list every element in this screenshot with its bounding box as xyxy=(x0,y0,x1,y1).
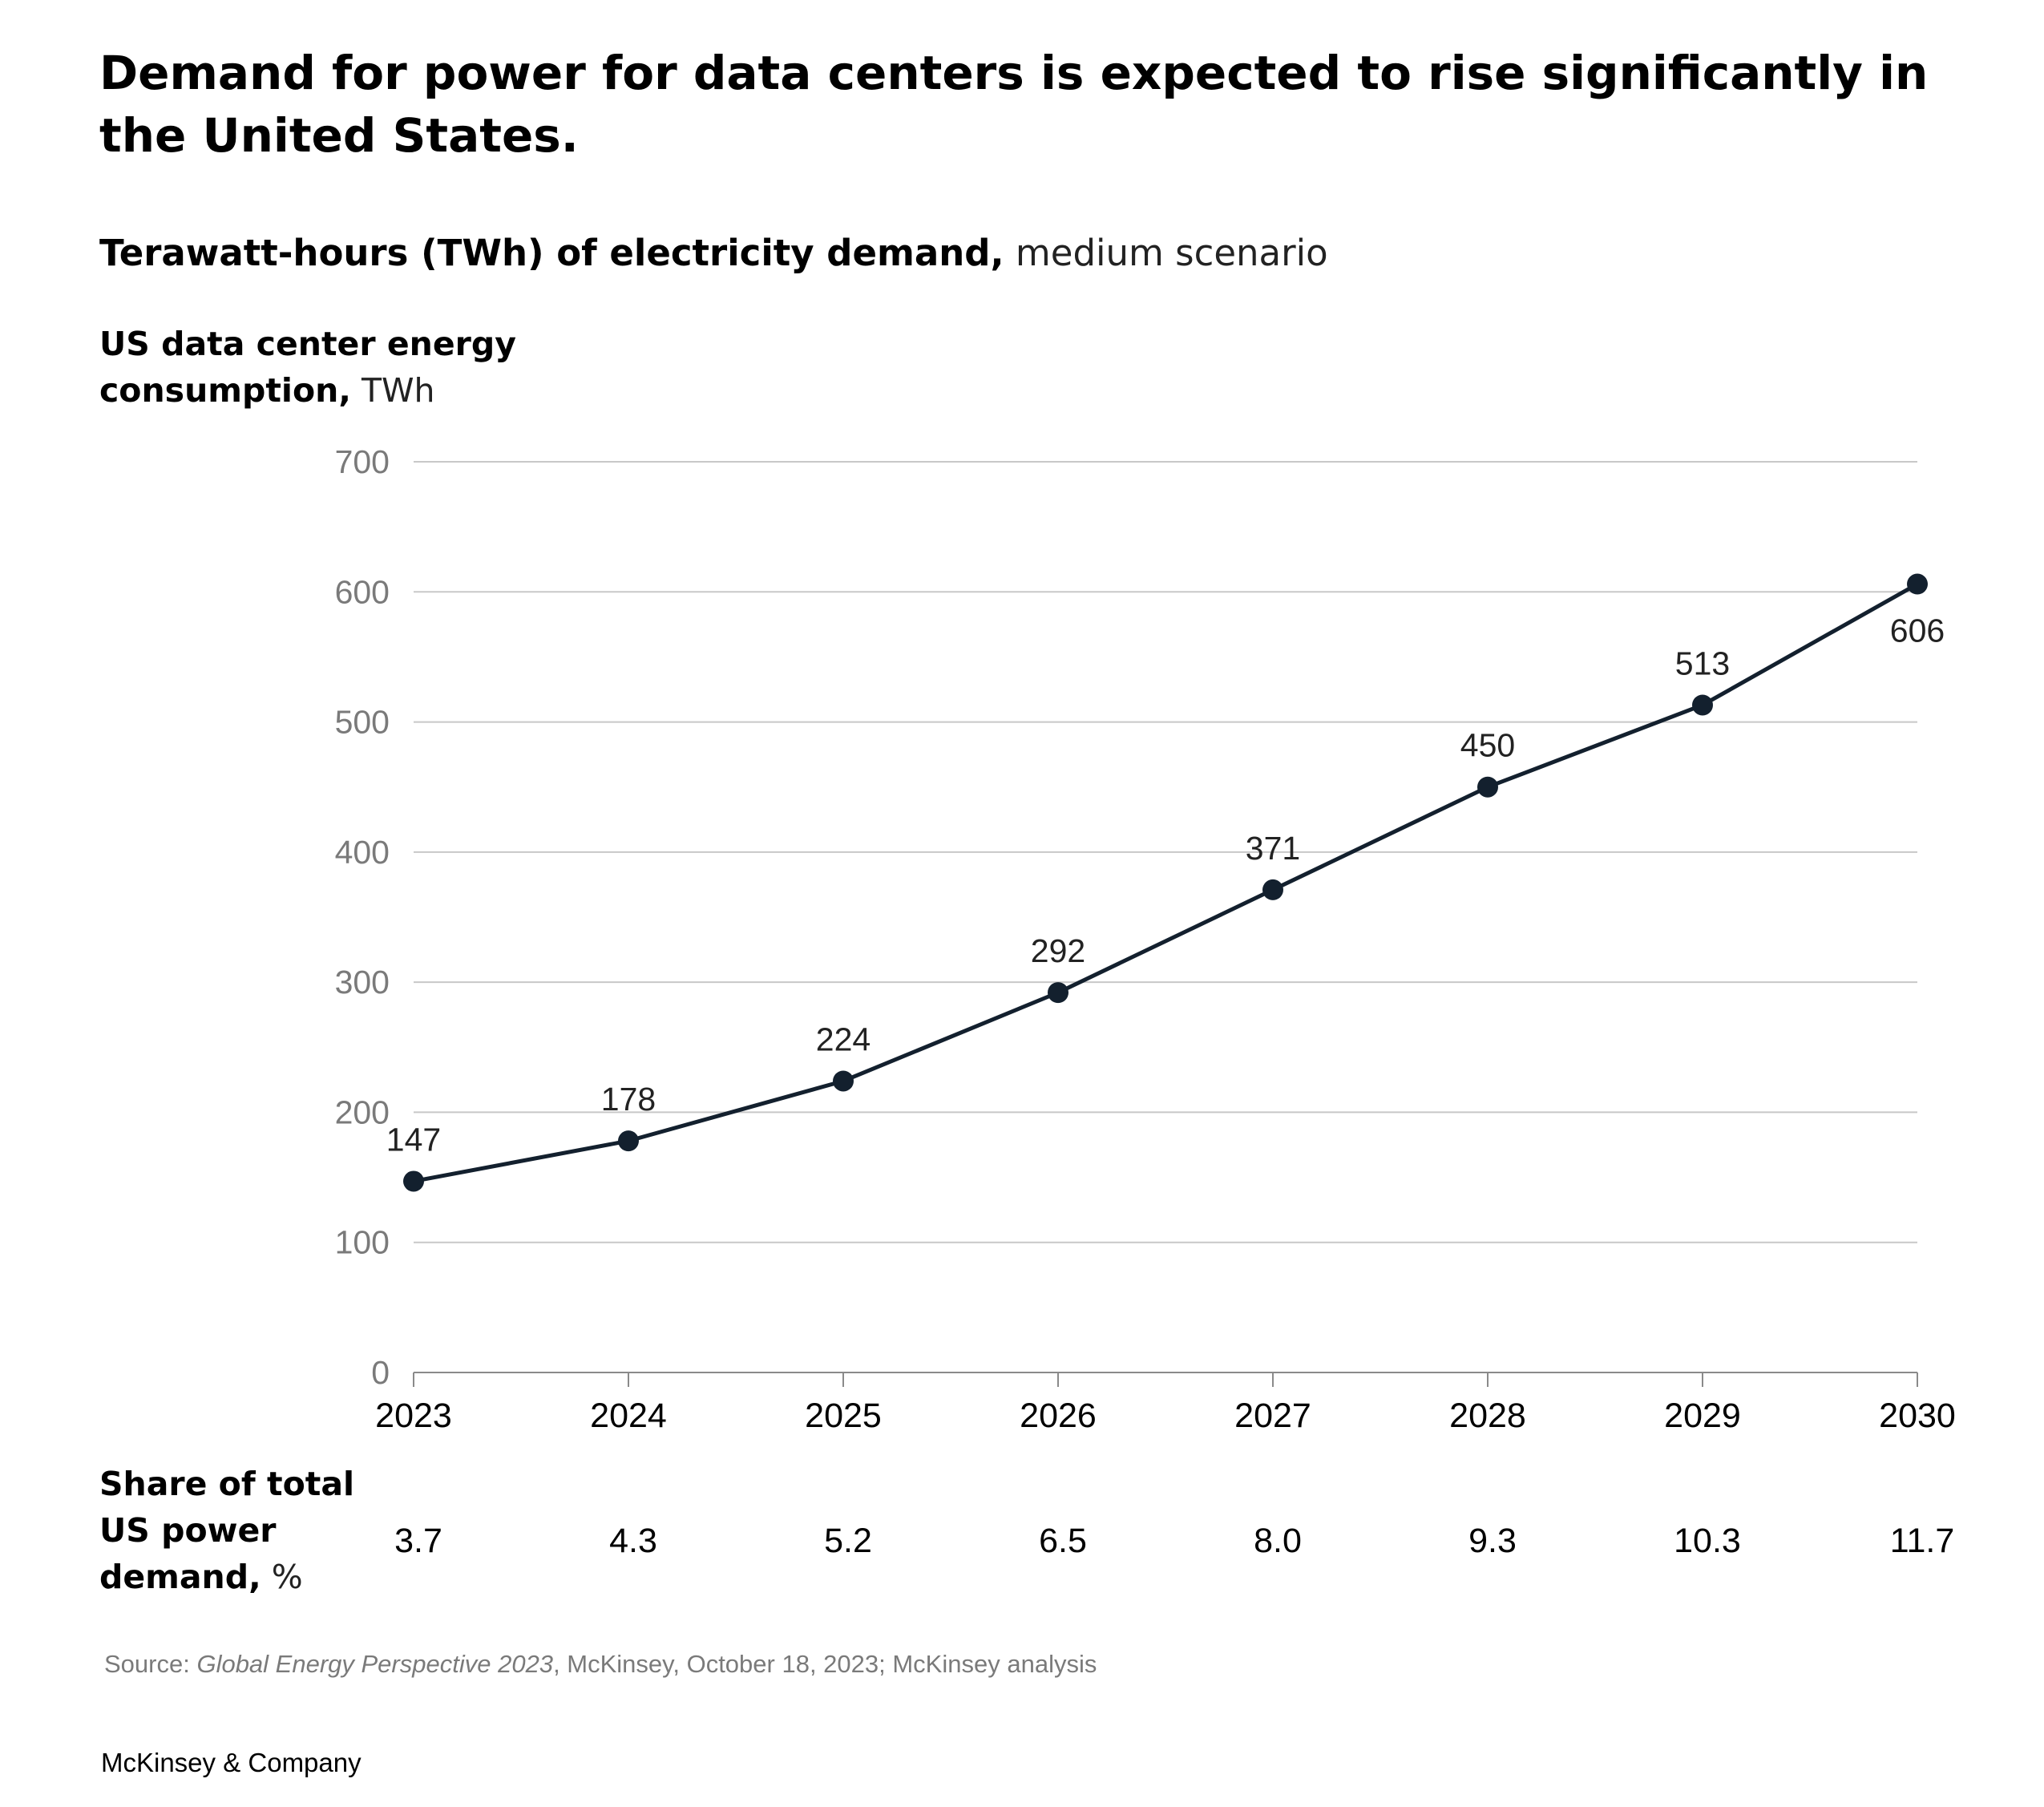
data-point-2023 xyxy=(403,1170,424,1192)
share-value-2025: 5.2 xyxy=(824,1522,872,1560)
share-value-2029: 10.3 xyxy=(1674,1522,1741,1560)
y-tick-label-600: 600 xyxy=(335,573,390,610)
y-tick-label-0: 0 xyxy=(371,1354,390,1391)
y-axis-ticks: 0 100 200 300 400 500 600 700 xyxy=(335,443,390,1391)
data-label-2028: 450 xyxy=(1460,727,1515,764)
x-tick-label-2025: 2025 xyxy=(805,1397,882,1435)
data-label-2026: 292 xyxy=(1031,932,1085,969)
x-tick-label-2023: 2023 xyxy=(375,1397,452,1435)
data-point-2028 xyxy=(1477,776,1498,798)
y-tick-label-400: 400 xyxy=(335,834,390,871)
data-point-2026 xyxy=(1048,982,1068,1004)
subtitle-scenario: medium scenario xyxy=(1015,232,1328,274)
data-label-2030: 606 xyxy=(1890,612,1945,649)
share-value-2024: 4.3 xyxy=(609,1522,657,1560)
share-label-line2: US power xyxy=(99,1511,277,1550)
share-label-line1: Share of total xyxy=(99,1465,355,1503)
y-axis-label: US data center energy consumption, TWh xyxy=(99,321,548,414)
data-label-2029: 513 xyxy=(1675,645,1730,681)
chart-title: Demand for power for data centers is exp… xyxy=(99,46,1929,163)
data-point-2030 xyxy=(1907,573,1928,595)
source-note: Source: Global Energy Perspective 2023, … xyxy=(104,1650,1097,1679)
y-axis-label-line1: US data center energy xyxy=(99,325,516,363)
chart-subtitle: Terawatt-hours (TWh) of electricity dema… xyxy=(99,229,1328,277)
x-tick-label-2028: 2028 xyxy=(1449,1397,1526,1435)
share-label-demand: demand, xyxy=(99,1558,261,1596)
y-tick-label-100: 100 xyxy=(335,1224,390,1261)
series-polyline xyxy=(413,582,1919,1183)
share-label-unit: % xyxy=(271,1558,303,1596)
share-values: 3.7 4.3 5.2 6.5 8.0 9.3 10.3 11.7 xyxy=(394,1522,1954,1560)
gridlines xyxy=(414,461,1917,1243)
y-axis-unit: TWh xyxy=(361,371,435,410)
data-point-2025 xyxy=(833,1070,854,1092)
source-rest: , McKinsey, October 18, 2023; McKinsey a… xyxy=(553,1650,1097,1678)
y-tick-label-200: 200 xyxy=(335,1093,390,1130)
subtitle-bold: Terawatt-hours (TWh) of electricity dema… xyxy=(99,232,1004,274)
brand-logo-text: McKinsey & Company xyxy=(101,1748,362,1777)
data-points xyxy=(403,573,1928,1192)
data-point-2027 xyxy=(1262,879,1283,900)
x-tick-label-2029: 2029 xyxy=(1664,1397,1741,1435)
share-value-2028: 9.3 xyxy=(1468,1522,1517,1560)
data-point-2024 xyxy=(618,1130,639,1152)
share-label: Share of total US power demand, % xyxy=(99,1461,356,1600)
y-tick-label-500: 500 xyxy=(335,704,390,741)
data-label-2027: 371 xyxy=(1246,830,1300,867)
x-tick-label-2030: 2030 xyxy=(1879,1397,1956,1435)
x-tick-label-2024: 2024 xyxy=(590,1397,667,1435)
x-tick-label-2027: 2027 xyxy=(1234,1397,1311,1435)
source-prefix: Source: xyxy=(104,1650,197,1678)
share-value-2023: 3.7 xyxy=(394,1522,442,1560)
data-labels: 147 178 224 292 371 450 513 606 xyxy=(386,612,1945,1158)
data-label-2025: 224 xyxy=(816,1021,871,1057)
source-publication: Global Energy Perspective 2023 xyxy=(196,1650,554,1678)
y-tick-label-300: 300 xyxy=(335,964,390,1001)
data-label-2023: 147 xyxy=(386,1121,441,1158)
share-value-2026: 6.5 xyxy=(1039,1522,1087,1560)
series-line xyxy=(413,582,1919,1183)
data-label-2024: 178 xyxy=(601,1081,656,1118)
share-value-2030: 11.7 xyxy=(1890,1522,1955,1560)
share-label-line3: demand, % xyxy=(99,1554,356,1600)
x-tick-label-2026: 2026 xyxy=(1020,1397,1097,1435)
y-tick-label-700: 700 xyxy=(335,443,390,480)
y-axis-label-line2: consumption, xyxy=(99,371,351,410)
share-value-2027: 8.0 xyxy=(1254,1522,1302,1560)
x-axis: 2023 2024 2025 2026 2027 2028 2029 2030 xyxy=(375,1372,1956,1435)
data-point-2029 xyxy=(1692,694,1713,716)
